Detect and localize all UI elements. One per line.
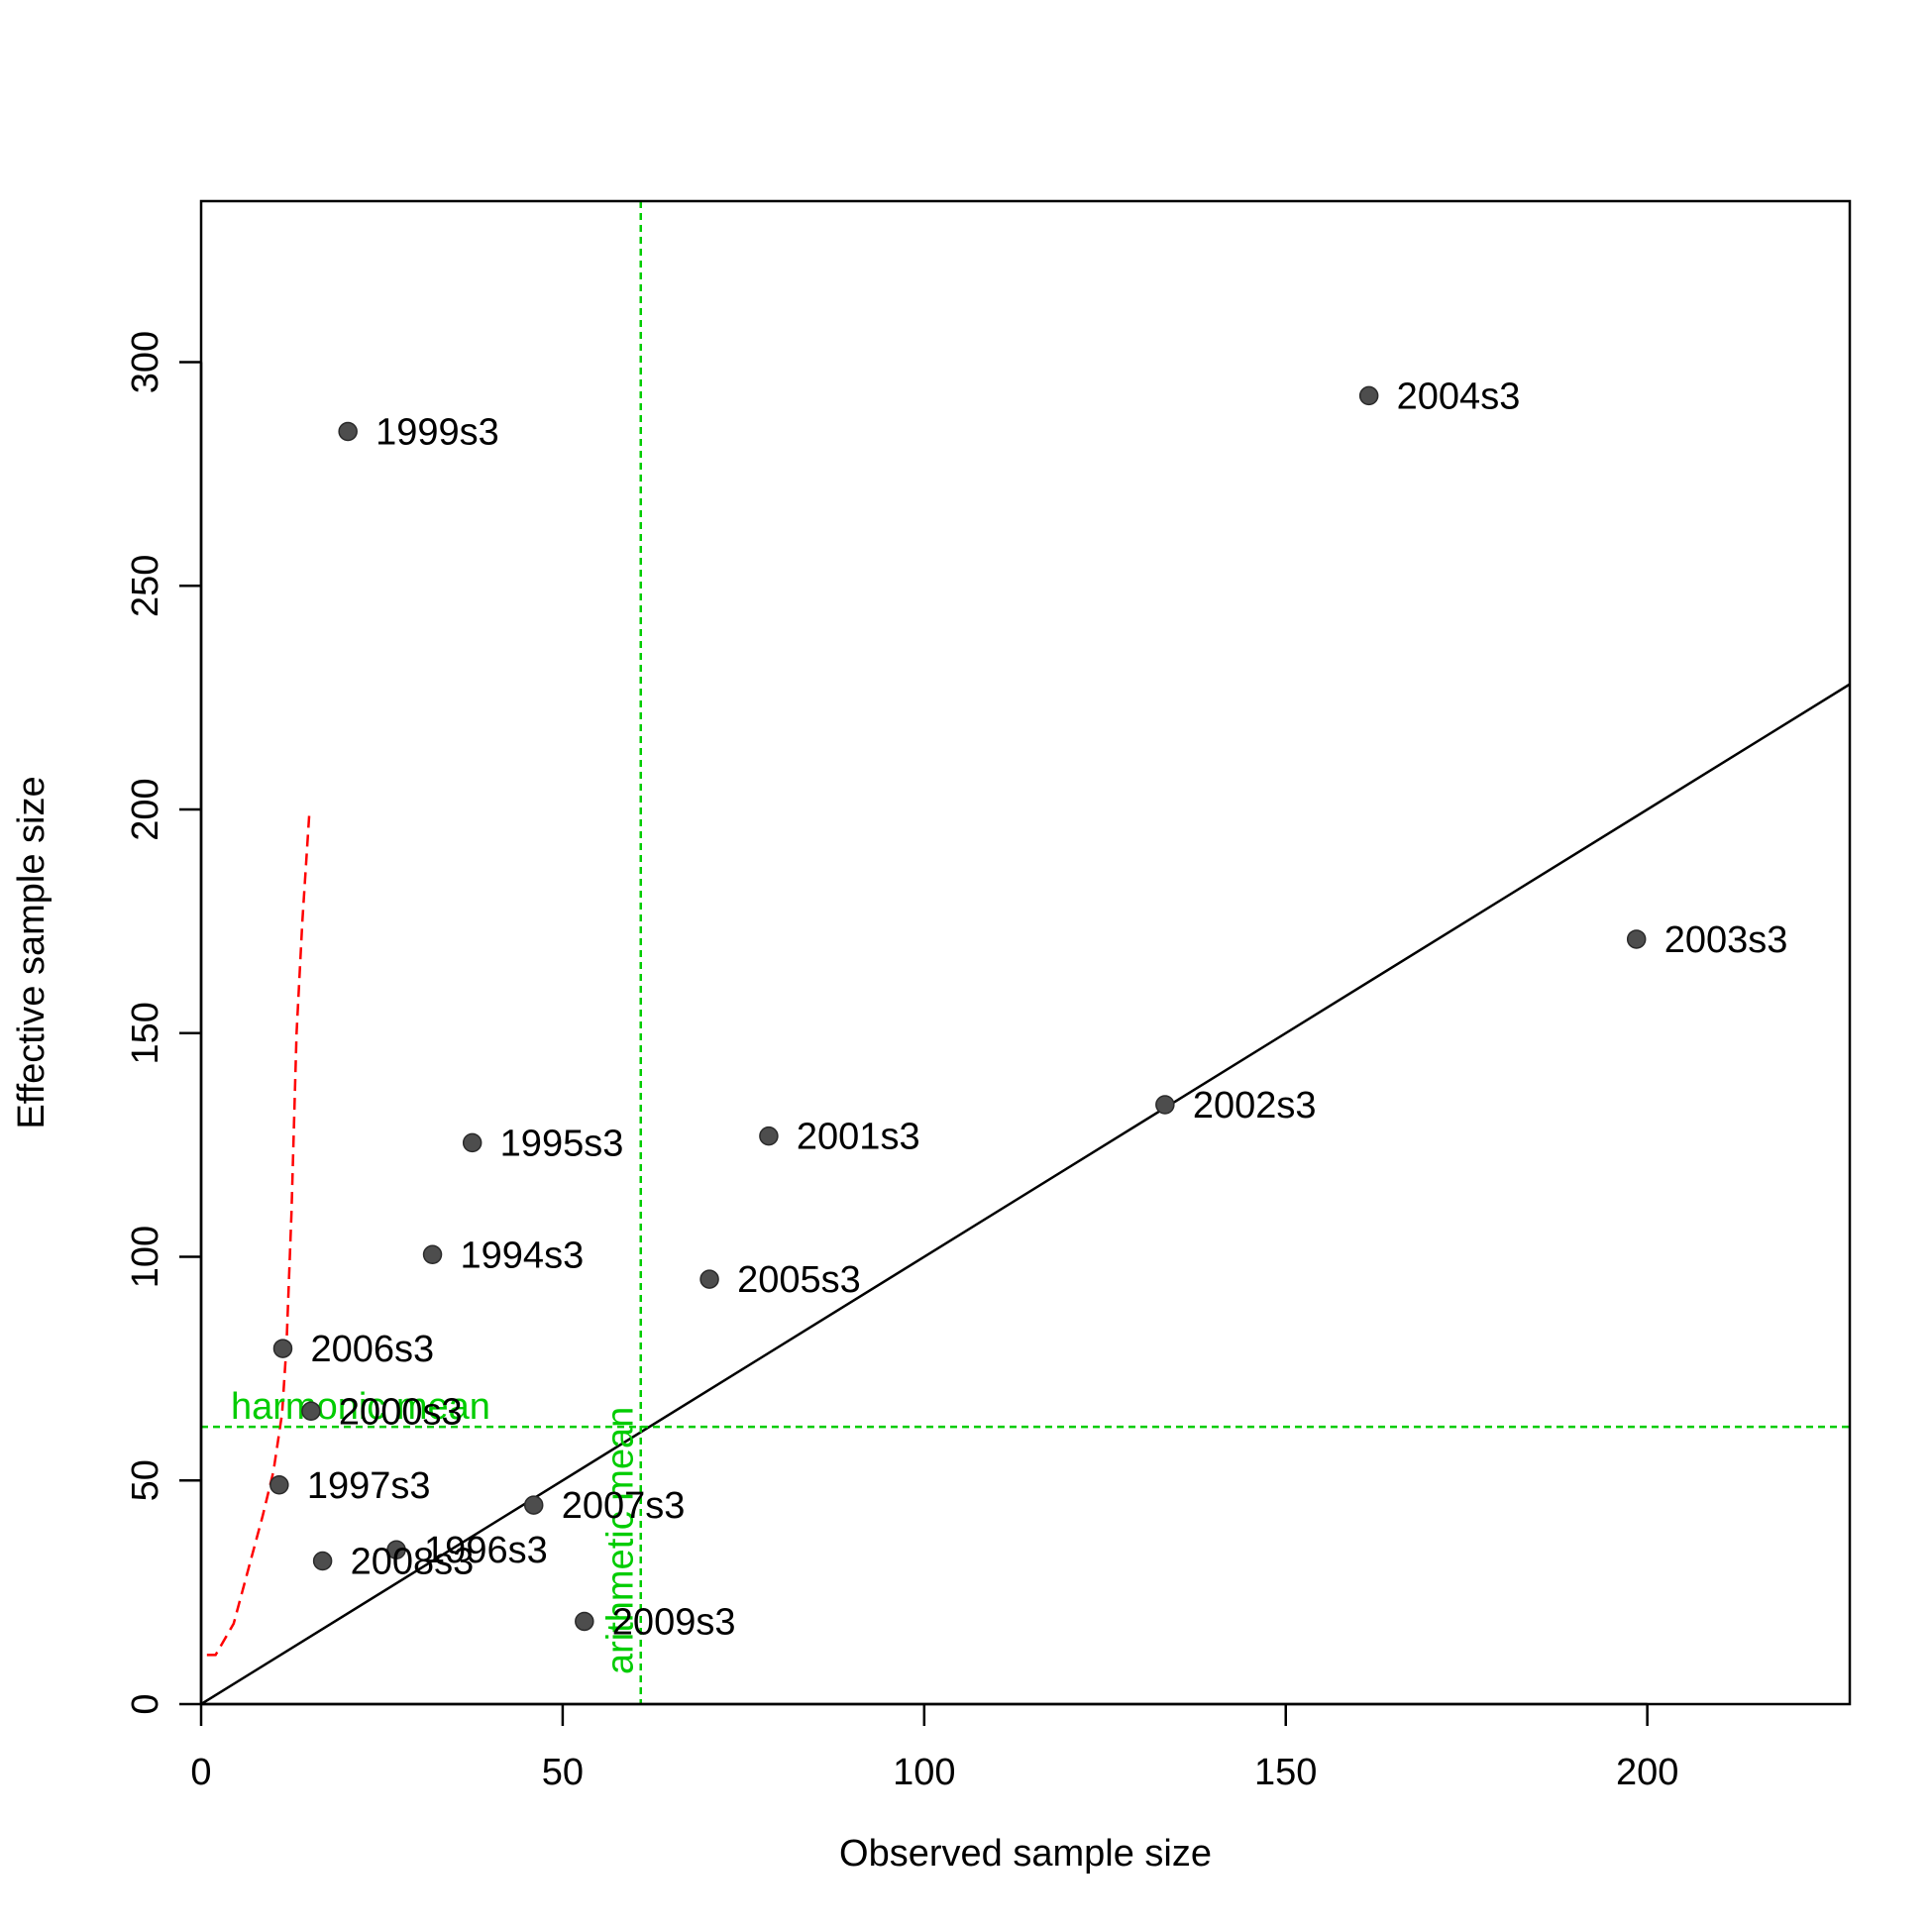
point-label-2001s3: 2001s3 <box>797 1117 920 1158</box>
y-tick-label-200: 200 <box>125 778 166 840</box>
point-label-1995s3: 1995s3 <box>500 1123 624 1164</box>
point-label-2007s3: 2007s3 <box>562 1485 686 1527</box>
x-axis: 0 50 100 150 200 <box>190 1702 1678 1793</box>
point-label-1997s3: 1997s3 <box>307 1465 431 1507</box>
point-label-2008s3: 2008s3 <box>351 1542 475 1583</box>
data-point-1999s3 <box>338 421 358 442</box>
data-point-2005s3 <box>699 1269 719 1289</box>
arithmetic-mean-label: arithmetic mean <box>600 1407 642 1674</box>
data-point-2004s3 <box>1358 385 1379 406</box>
y-tick-label-0: 0 <box>125 1693 166 1714</box>
data-point-2000s3 <box>301 1401 321 1422</box>
point-label-2002s3: 2002s3 <box>1193 1085 1317 1127</box>
point-label-1996s3: 1996s3 <box>424 1530 548 1571</box>
data-point-2006s3 <box>272 1339 293 1358</box>
y-axis: 0 50 100 150 200 250 300 <box>125 331 203 1715</box>
point-label-2003s3: 2003s3 <box>1664 919 1788 961</box>
y-tick-label-300: 300 <box>125 331 166 393</box>
reference-lines <box>201 201 1850 1704</box>
data-point-2001s3 <box>759 1126 779 1146</box>
point-label-1994s3: 1994s3 <box>461 1234 585 1276</box>
data-point-2002s3 <box>1155 1095 1175 1115</box>
y-axis-label: Effective sample size <box>11 776 53 1128</box>
x-tick-label-150: 150 <box>1254 1752 1317 1793</box>
point-label-2005s3: 2005s3 <box>737 1259 861 1301</box>
point-labels-layer: 1994s3 1995s3 1996s3 1997s3 1999s3 2000s3 2001… <box>307 376 1788 1643</box>
point-label-2009s3: 2009s3 <box>612 1601 736 1643</box>
reference-lines-layer: harmonic mean arithmetic mean <box>201 201 1850 1704</box>
x-tick-label-0: 0 <box>190 1752 211 1793</box>
point-label-1999s3: 1999s3 <box>376 412 499 454</box>
points-layer <box>269 385 1647 1632</box>
y-tick-label-100: 100 <box>125 1226 166 1288</box>
data-point-2008s3 <box>312 1551 333 1571</box>
data-point-2007s3 <box>523 1495 544 1515</box>
x-axis-label: Observed sample size <box>839 1833 1212 1875</box>
cumulative-curve <box>206 808 311 1657</box>
data-point-1996s3 <box>386 1540 406 1559</box>
data-point-2009s3 <box>575 1611 594 1632</box>
y-tick-label-50: 50 <box>125 1459 166 1501</box>
point-label-2004s3: 2004s3 <box>1397 376 1521 417</box>
x-tick-label-100: 100 <box>893 1752 955 1793</box>
identity-line <box>201 683 1850 1704</box>
point-label-2000s3: 2000s3 <box>339 1391 463 1433</box>
data-point-1995s3 <box>462 1132 483 1153</box>
harmonic-mean-label: harmonic mean <box>231 1386 490 1428</box>
data-point-1994s3 <box>422 1244 443 1265</box>
data-point-1997s3 <box>269 1475 289 1495</box>
y-tick-label-150: 150 <box>125 1002 166 1064</box>
cumulative-curve-layer <box>206 808 311 1657</box>
x-tick-label-50: 50 <box>542 1752 584 1793</box>
x-tick-label-200: 200 <box>1616 1752 1678 1793</box>
y-tick-label-250: 250 <box>125 555 166 617</box>
point-label-2006s3: 2006s3 <box>310 1329 434 1370</box>
data-point-2003s3 <box>1626 929 1647 949</box>
